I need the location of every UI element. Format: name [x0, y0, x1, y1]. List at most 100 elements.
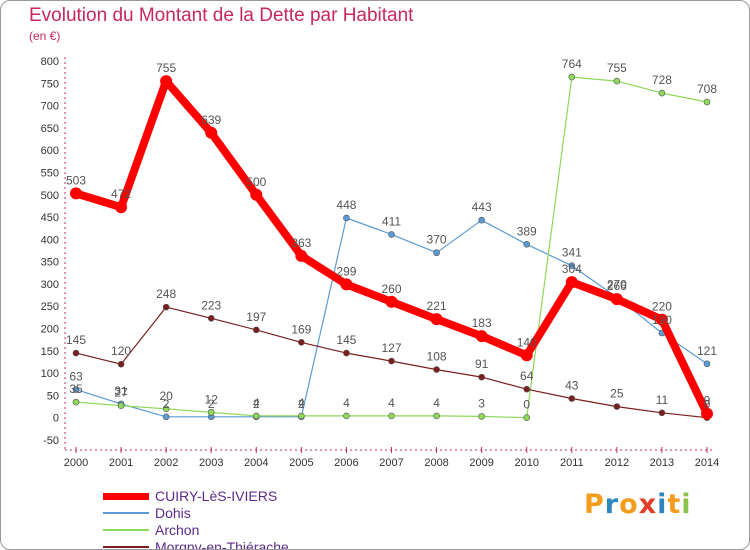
- data-label: 2: [163, 397, 170, 411]
- y-tick-label: 800: [41, 56, 59, 68]
- y-tick-label: 550: [41, 167, 59, 179]
- chart-subtitle: (en €): [29, 29, 61, 43]
- data-label: 25: [610, 387, 624, 401]
- data-label: 140: [517, 335, 537, 349]
- data-point: [658, 409, 666, 417]
- data-label: 2: [208, 397, 215, 411]
- y-tick-label: 350: [41, 257, 59, 269]
- data-label: 197: [246, 310, 266, 324]
- data-label: 3: [478, 396, 485, 410]
- data-label: 728: [652, 73, 672, 87]
- data-label: 43: [565, 379, 579, 393]
- data-point: [160, 75, 173, 88]
- data-point: [613, 403, 621, 410]
- data-label: 260: [381, 282, 401, 296]
- data-label: 266: [607, 279, 627, 293]
- data-label: 127: [381, 341, 401, 355]
- data-point: [478, 413, 485, 420]
- logo-letter: t: [667, 489, 682, 520]
- x-tick-label: 2012: [605, 457, 629, 469]
- data-point: [613, 77, 621, 85]
- data-point: [433, 412, 440, 420]
- data-label: 708: [697, 82, 717, 96]
- x-tick-label: 2013: [650, 457, 674, 469]
- data-label: 248: [156, 287, 176, 301]
- x-tick-label: 2008: [424, 457, 448, 469]
- y-tick-label: 500: [41, 190, 59, 202]
- data-label: 411: [382, 214, 401, 228]
- logo-letter: P: [584, 489, 605, 520]
- legend-swatch-morgny: [103, 546, 149, 548]
- data-point: [523, 414, 531, 422]
- data-label: 299: [336, 264, 356, 278]
- data-point: [433, 366, 440, 373]
- y-tick-label: 300: [41, 279, 59, 291]
- y-tick-label: 600: [41, 145, 59, 157]
- data-label: 91: [475, 357, 489, 371]
- data-point: [703, 360, 711, 368]
- data-point: [478, 373, 485, 381]
- data-label: 341: [562, 246, 582, 260]
- data-label: 169: [291, 322, 311, 336]
- x-tick-label: 2009: [469, 457, 493, 469]
- data-label: 31: [114, 384, 128, 398]
- data-point: [115, 201, 128, 214]
- series-line: [75, 76, 708, 419]
- data-point: [70, 187, 82, 200]
- data-point: [658, 89, 666, 97]
- data-label: 4: [253, 396, 260, 410]
- y-tick-label: -50: [43, 435, 59, 447]
- x-tick-label: 2011: [560, 457, 584, 469]
- data-label: 389: [517, 224, 537, 238]
- x-tick-label: 2014: [695, 457, 719, 469]
- data-label: 304: [562, 262, 582, 276]
- y-tick-label: 450: [41, 212, 59, 224]
- data-point: [388, 412, 395, 420]
- data-point: [295, 249, 308, 262]
- data-point: [252, 412, 260, 420]
- data-label: 145: [66, 333, 86, 347]
- data-label: 145: [336, 333, 356, 347]
- data-point: [343, 349, 350, 357]
- data-point: [388, 357, 395, 365]
- data-label: 4: [343, 396, 350, 410]
- data-point: [565, 276, 578, 289]
- data-point: [207, 314, 215, 322]
- y-tick-label: 150: [41, 346, 59, 358]
- data-label: 2: [253, 397, 260, 411]
- logo-letter: i: [657, 489, 668, 520]
- data-label: 503: [66, 173, 86, 187]
- data-label: 448: [336, 198, 356, 212]
- y-tick-label: 750: [41, 78, 59, 90]
- x-tick-label: 2007: [379, 457, 403, 469]
- data-point: [162, 413, 170, 421]
- data-point: [523, 385, 531, 393]
- x-tick-label: 2001: [109, 457, 133, 469]
- data-label: 63: [69, 370, 83, 384]
- x-tick-label: 2003: [199, 457, 223, 469]
- data-label: 221: [427, 299, 447, 313]
- y-tick-label: 650: [41, 123, 59, 135]
- data-point: [568, 262, 576, 269]
- data-point: [162, 405, 170, 413]
- data-point: [72, 386, 80, 393]
- data-point: [117, 402, 125, 409]
- data-point: [610, 293, 623, 306]
- data-label: 764: [562, 57, 582, 71]
- data-label: 120: [111, 344, 131, 358]
- data-point: [568, 395, 576, 402]
- y-tick-label: 400: [41, 234, 59, 246]
- data-label: 639: [201, 113, 221, 127]
- data-label: 223: [201, 298, 221, 312]
- x-tick-label: 2010: [514, 457, 538, 469]
- data-label: 270: [607, 277, 627, 291]
- legend-label-archon: Archon: [155, 522, 200, 538]
- logo-letter: i: [681, 489, 692, 520]
- data-point: [388, 231, 395, 238]
- data-point: [340, 278, 353, 291]
- legend-swatch-cuiry: [103, 493, 149, 500]
- y-tick-label: 50: [47, 390, 59, 402]
- y-tick-label: 200: [41, 324, 59, 336]
